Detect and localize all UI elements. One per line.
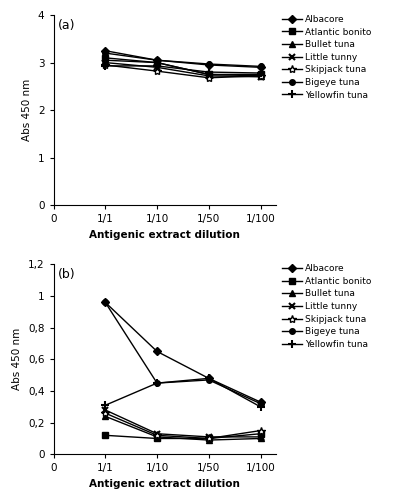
Little tunny: [206, 434, 211, 440]
X-axis label: Antigenic extract dilution: Antigenic extract dilution: [89, 479, 240, 489]
Bullet tuna: [103, 414, 108, 420]
Bullet tuna: [103, 57, 108, 63]
Line: Bigeye tuna: Bigeye tuna: [103, 50, 263, 69]
Yellowfin tuna: [206, 69, 211, 75]
Atlantic bonito: [206, 436, 211, 442]
Text: (b): (b): [58, 268, 76, 281]
Line: Little tunny: Little tunny: [102, 406, 264, 440]
Atlantic bonito: [258, 72, 263, 78]
Bullet tuna: [258, 73, 263, 79]
Little tunny: [103, 60, 108, 66]
Bullet tuna: [258, 436, 263, 442]
Legend: Albacore, Atlantic bonito, Bullet tuna, Little tunny, Skipjack tuna, Bigeye tuna: Albacore, Atlantic bonito, Bullet tuna, …: [278, 260, 375, 352]
Bigeye tuna: [206, 61, 211, 67]
Bigeye tuna: [258, 64, 263, 70]
Bigeye tuna: [103, 300, 108, 306]
Atlantic bonito: [206, 72, 211, 78]
Bigeye tuna: [258, 400, 263, 406]
Skipjack tuna: [258, 73, 263, 79]
Line: Albacore: Albacore: [103, 48, 263, 70]
X-axis label: Antigenic extract dilution: Antigenic extract dilution: [89, 230, 240, 239]
Atlantic bonito: [103, 55, 108, 61]
Text: (a): (a): [58, 19, 75, 32]
Albacore: [258, 399, 263, 405]
Atlantic bonito: [258, 430, 263, 436]
Skipjack tuna: [258, 428, 263, 434]
Little tunny: [154, 430, 159, 436]
Yellowfin tuna: [154, 63, 159, 69]
Albacore: [206, 376, 211, 382]
Yellowfin tuna: [258, 404, 263, 410]
Line: Albacore: Albacore: [103, 300, 263, 405]
Skipjack tuna: [154, 432, 159, 438]
Bigeye tuna: [103, 50, 108, 56]
Atlantic bonito: [154, 436, 159, 442]
Skipjack tuna: [206, 75, 211, 81]
Line: Bigeye tuna: Bigeye tuna: [103, 300, 263, 406]
Albacore: [103, 300, 108, 306]
Skipjack tuna: [103, 62, 108, 68]
Atlantic bonito: [103, 432, 108, 438]
Line: Little tunny: Little tunny: [102, 59, 264, 80]
Line: Atlantic bonito: Atlantic bonito: [103, 431, 263, 442]
Little tunny: [154, 64, 159, 70]
Bullet tuna: [154, 434, 159, 440]
Line: Skipjack tuna: Skipjack tuna: [101, 61, 265, 82]
Line: Yellowfin tuna: Yellowfin tuna: [101, 374, 265, 411]
Line: Atlantic bonito: Atlantic bonito: [103, 55, 263, 77]
Albacore: [206, 62, 211, 68]
Yellowfin tuna: [154, 380, 159, 386]
Line: Skipjack tuna: Skipjack tuna: [101, 409, 265, 442]
Albacore: [103, 48, 108, 54]
Yellowfin tuna: [206, 376, 211, 382]
Skipjack tuna: [154, 68, 159, 74]
Line: Bullet tuna: Bullet tuna: [103, 58, 263, 78]
Skipjack tuna: [206, 436, 211, 442]
Yellowfin tuna: [258, 70, 263, 76]
Albacore: [154, 348, 159, 354]
Little tunny: [258, 434, 263, 440]
Yellowfin tuna: [103, 63, 108, 69]
Atlantic bonito: [154, 60, 159, 66]
Yellowfin tuna: [103, 402, 108, 408]
Bigeye tuna: [154, 380, 159, 386]
Little tunny: [258, 74, 263, 80]
Albacore: [258, 64, 263, 70]
Y-axis label: Abs 450 nm: Abs 450 nm: [12, 328, 22, 390]
Bullet tuna: [154, 60, 159, 66]
Y-axis label: Abs 450 nm: Abs 450 nm: [22, 79, 33, 141]
Bigeye tuna: [154, 57, 159, 63]
Legend: Albacore, Atlantic bonito, Bullet tuna, Little tunny, Skipjack tuna, Bigeye tuna: Albacore, Atlantic bonito, Bullet tuna, …: [278, 12, 375, 103]
Bullet tuna: [206, 437, 211, 443]
Bullet tuna: [206, 72, 211, 78]
Bigeye tuna: [206, 377, 211, 383]
Line: Yellowfin tuna: Yellowfin tuna: [101, 62, 265, 77]
Line: Bullet tuna: Bullet tuna: [103, 414, 263, 443]
Little tunny: [103, 407, 108, 413]
Albacore: [154, 57, 159, 63]
Skipjack tuna: [103, 410, 108, 416]
Little tunny: [206, 73, 211, 79]
